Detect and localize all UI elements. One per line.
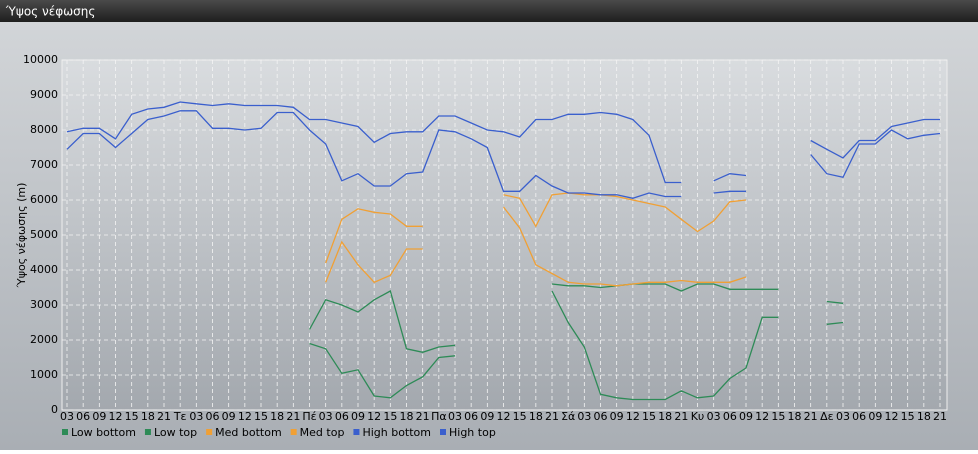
- x-tick-label: 06: [464, 410, 478, 423]
- x-tick-label: 18: [270, 410, 284, 423]
- x-tick-label: 18: [788, 410, 802, 423]
- x-tick-label: 03: [189, 410, 203, 423]
- y-tick-label: 3000: [30, 298, 58, 311]
- legend-swatch: [62, 429, 68, 435]
- legend-swatch: [353, 429, 360, 435]
- y-tick-label: 9000: [30, 88, 58, 101]
- x-tick-label: Κυ: [691, 410, 705, 423]
- y-tick-label: 5000: [30, 228, 58, 241]
- x-tick-label: 15: [513, 410, 527, 423]
- y-tick-label: 0: [51, 403, 58, 416]
- legend-swatch: [206, 429, 213, 435]
- legend-label: High bottom: [362, 426, 431, 439]
- legend-swatch: [144, 429, 151, 435]
- legend-label: Med top: [300, 426, 345, 439]
- x-tick-label: Τε: [173, 410, 187, 423]
- x-tick-label: 09: [610, 410, 624, 423]
- x-tick-label: 03: [836, 410, 850, 423]
- y-tick-label: 10000: [23, 53, 58, 66]
- x-tick-label: 09: [480, 410, 494, 423]
- series-line: [325, 192, 747, 264]
- x-tick-label: Δε: [820, 410, 834, 423]
- x-tick-label: 21: [933, 410, 947, 423]
- x-tick-label: 03: [577, 410, 591, 423]
- x-tick-label: 06: [335, 410, 349, 423]
- x-tick-label: 06: [206, 410, 220, 423]
- x-tick-label: 06: [594, 410, 608, 423]
- series-line: [325, 206, 747, 287]
- x-tick-label: 06: [723, 410, 737, 423]
- x-tick-label: 03: [448, 410, 462, 423]
- x-tick-label: 18: [658, 410, 672, 423]
- x-tick-label: 09: [92, 410, 106, 423]
- x-tick-label: 15: [383, 410, 397, 423]
- y-tick-label: 6000: [30, 193, 58, 206]
- x-tick-label: 18: [917, 410, 931, 423]
- x-tick-label: 15: [125, 410, 139, 423]
- x-tick-label: Σά: [561, 410, 575, 423]
- x-tick-label: 12: [497, 410, 511, 423]
- y-axis-label: Ύψος νέφωσης (m): [15, 183, 28, 289]
- x-tick-label: 06: [76, 410, 90, 423]
- title-bar: [0, 0, 978, 22]
- x-tick-label: 03: [707, 410, 721, 423]
- x-tick-label: 15: [771, 410, 785, 423]
- x-tick-label: 09: [351, 410, 365, 423]
- x-tick-label: 03: [319, 410, 333, 423]
- x-tick-label: 06: [852, 410, 866, 423]
- legend-label: Med bottom: [215, 426, 282, 439]
- series-line: [308, 283, 844, 353]
- x-tick-label: 21: [157, 410, 171, 423]
- x-tick-label: 09: [222, 410, 236, 423]
- x-tick-label: 03: [60, 410, 74, 423]
- series-line: [66, 101, 940, 184]
- x-tick-label: 15: [901, 410, 915, 423]
- x-tick-label: 21: [804, 410, 818, 423]
- y-tick-label: 7000: [30, 158, 58, 171]
- x-tick-label: 15: [254, 410, 268, 423]
- x-tick-label: 12: [367, 410, 381, 423]
- x-tick-label: 18: [400, 410, 414, 423]
- window-title: Ύψος νέφωσης: [5, 5, 95, 19]
- x-tick-label: Πα: [431, 410, 447, 423]
- x-tick-label: 15: [642, 410, 656, 423]
- x-tick-label: 18: [141, 410, 155, 423]
- x-tick-label: 21: [674, 410, 688, 423]
- legend-swatch: [440, 429, 446, 435]
- x-tick-label: 21: [416, 410, 430, 423]
- legend-swatch: [290, 429, 297, 435]
- x-tick-label: 12: [885, 410, 899, 423]
- legend-label: High top: [449, 426, 496, 439]
- x-tick-label: 09: [739, 410, 753, 423]
- x-tick-label: 12: [109, 410, 123, 423]
- series-line: [309, 290, 844, 401]
- y-tick-label: 4000: [30, 263, 58, 276]
- x-tick-label: 18: [529, 410, 543, 423]
- x-tick-label: 12: [238, 410, 252, 423]
- x-tick-label: 21: [286, 410, 300, 423]
- y-tick-label: 2000: [30, 333, 58, 346]
- x-tick-label: 12: [626, 410, 640, 423]
- x-tick-label: 09: [868, 410, 882, 423]
- legend-label: Low bottom: [71, 426, 136, 439]
- y-tick-label: 8000: [30, 123, 58, 136]
- y-tick-label: 1000: [30, 368, 58, 381]
- x-tick-label: Πέ: [302, 410, 316, 423]
- x-tick-label: 21: [545, 410, 559, 423]
- x-tick-label: 12: [755, 410, 769, 423]
- legend-label: Low top: [154, 426, 197, 439]
- series-line: [66, 110, 941, 199]
